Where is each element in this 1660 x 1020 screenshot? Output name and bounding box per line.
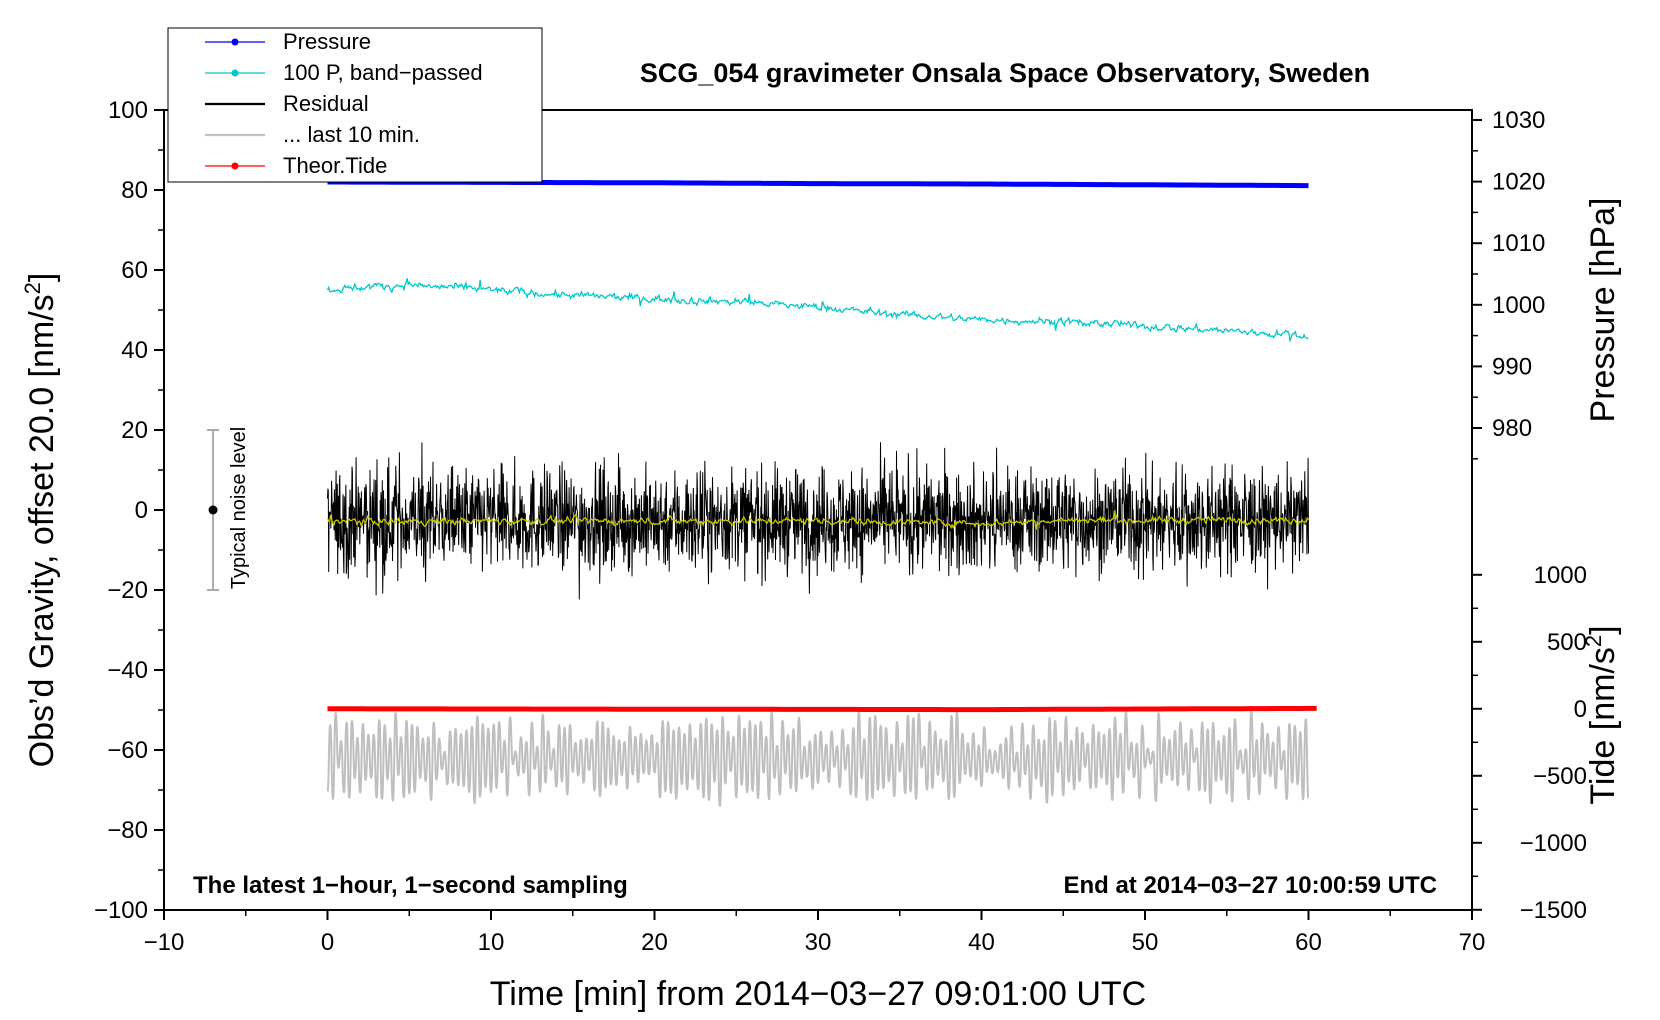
noise-level-indicator	[207, 429, 220, 591]
x-tick-label: 0	[321, 929, 334, 956]
pressure-tick-label: 1000	[1492, 292, 1545, 319]
y-axis-title-unit: [nm/s	[23, 294, 61, 377]
chart-title: SCG_054 gravimeter Onsala Space Observat…	[640, 58, 1370, 88]
x-tick-label: −10	[144, 929, 185, 956]
annotation-latest-hour: The latest 1−hour, 1−second sampling	[193, 872, 628, 899]
y-tick-label: −100	[94, 897, 148, 924]
y-axis-title-sup: 2	[20, 282, 45, 294]
tide-tick-label: 1000	[1534, 562, 1587, 589]
tide-tick-label: −1000	[1520, 830, 1587, 857]
tide-axis-title-sup: 2	[1581, 635, 1606, 647]
tide-tick-label: −1500	[1520, 897, 1587, 924]
y-tick-label: 0	[135, 497, 148, 524]
noise-center-dot	[208, 505, 218, 515]
y-tick-label: −80	[107, 817, 148, 844]
tide-axis-title-end: ]	[1584, 625, 1622, 634]
y-axis-title: Obs’d Gravity, offset 20.0 [nm/s2]	[20, 273, 61, 768]
legend-marker	[231, 162, 239, 170]
x-tick-label: 50	[1132, 929, 1159, 956]
y-axis-title-end: ]	[23, 273, 61, 282]
x-tick-label: 70	[1459, 929, 1486, 956]
y-tick-label: 80	[121, 177, 148, 204]
x-tick-label: 10	[478, 929, 505, 956]
x-tick-label: 40	[968, 929, 995, 956]
legend-label: Residual	[283, 91, 369, 116]
y-tick-label: −60	[107, 737, 148, 764]
y-tick-label: 60	[121, 257, 148, 284]
pressure-tick-label: 1020	[1492, 169, 1545, 196]
axes-layer: −10 0 10 20 30 40 50 60 70−100−80−60−40−20020406…	[94, 97, 1587, 956]
legend-label: Theor.Tide	[283, 153, 387, 178]
series-theor-tide	[327, 705, 1317, 713]
pressure-tick-label: 1010	[1492, 230, 1545, 257]
legend: Pressure 100 P, band−passed Residual ... la…	[167, 27, 543, 183]
tide-tick-label: 0	[1574, 696, 1587, 723]
pressure-axis-title: Pressure [hPa]	[1584, 198, 1622, 423]
tide-tick-label: −500	[1533, 763, 1587, 790]
tide-axis-title-main: Tide [nm/s	[1584, 647, 1622, 804]
tide-axis-title: Tide [nm/s2]	[1581, 625, 1622, 804]
pressure-tick-label: 980	[1492, 415, 1532, 442]
legend-label: 100 P, band−passed	[283, 60, 483, 85]
noise-level-label: Typical noise level	[228, 427, 250, 589]
y-tick-label: 100	[108, 97, 148, 124]
x-axis-title: Time [min] from 2014−03−27 09:01:00 UTC	[490, 975, 1146, 1013]
legend-label: Pressure	[283, 29, 371, 54]
y-tick-label: −20	[107, 577, 148, 604]
pressure-tick-label: 990	[1492, 353, 1532, 380]
tide-tick-label: 500	[1547, 629, 1587, 656]
x-tick-label: 20	[641, 929, 668, 956]
x-tick-label: 30	[805, 929, 832, 956]
legend-marker	[231, 38, 239, 46]
series-100-p-band-passed	[326, 278, 1309, 343]
x-tick-label: 60	[1295, 929, 1322, 956]
series-residual	[327, 442, 1309, 600]
series-last-10-min	[326, 709, 1310, 808]
data-layer	[326, 179, 1317, 808]
y-tick-label: 20	[121, 417, 148, 444]
legend-label: ... last 10 min.	[283, 122, 420, 147]
y-tick-label: −40	[107, 657, 148, 684]
annotation-end-time: End at 2014−03−27 10:00:59 UTC	[1063, 872, 1437, 899]
legend-marker	[231, 69, 239, 77]
y-tick-label: 40	[121, 337, 148, 364]
pressure-tick-label: 1030	[1492, 107, 1545, 134]
y-axis-title-main: Obs’d Gravity, offset 20.0	[23, 387, 61, 767]
series-residual-smoothed	[326, 510, 1310, 531]
